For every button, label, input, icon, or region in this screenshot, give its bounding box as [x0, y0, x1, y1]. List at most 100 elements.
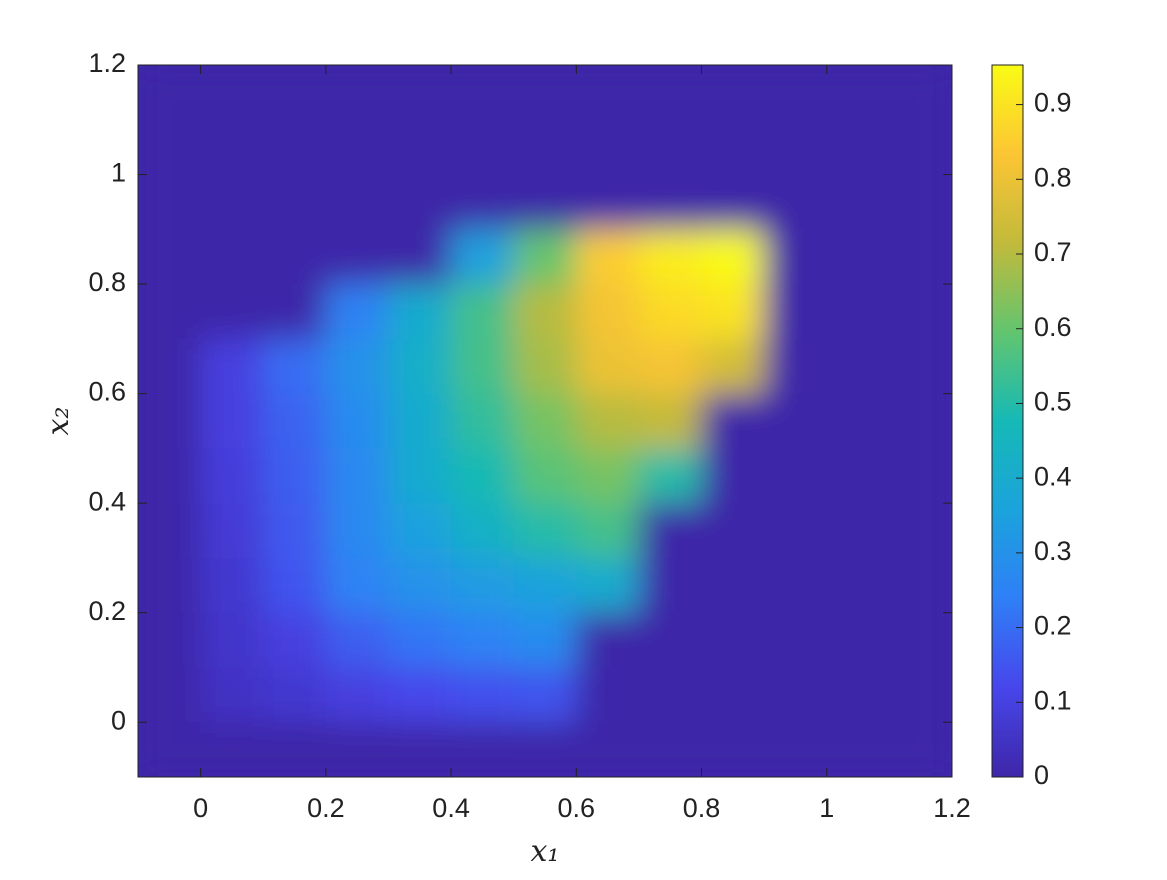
heatmap-cell: [889, 65, 952, 121]
heatmap-cell: [513, 612, 577, 668]
colorbar-tick-label: 0.9: [1034, 88, 1072, 118]
heatmap-cell: [764, 338, 828, 395]
colorbar-tick-label: 0.5: [1034, 387, 1072, 417]
heatmap-cell: [138, 119, 202, 176]
heatmap-cell: [325, 612, 389, 668]
heatmap-cell: [388, 722, 452, 777]
heatmap-cell: [638, 284, 703, 340]
heatmap-cell: [451, 174, 515, 230]
y-tick-label: 0.2: [88, 596, 126, 626]
heatmap-cell: [138, 284, 202, 340]
heatmap-cell: [325, 65, 389, 121]
heatmap-cell: [388, 229, 452, 285]
heatmap-cell: [764, 393, 828, 449]
heatmap-cell: [138, 65, 202, 121]
y-axis-label: x₂: [41, 407, 76, 436]
heatmap-cell: [451, 612, 515, 668]
heatmap-cell: [826, 65, 890, 121]
heatmap-cell: [826, 338, 890, 395]
heatmap-cell: [388, 448, 452, 504]
heatmap-cell: [138, 722, 202, 777]
heatmap-cell: [826, 284, 890, 340]
heatmap-cell: [826, 557, 890, 614]
heatmap-cell: [200, 722, 264, 777]
heatmap-cell: [138, 229, 202, 285]
heatmap-cell: [263, 119, 327, 176]
heatmap-cell: [263, 338, 327, 395]
heatmap-cell: [576, 338, 640, 395]
heatmap-cell: [701, 284, 765, 340]
heatmap-cell: [513, 119, 577, 176]
x-tick-label: 0.8: [683, 793, 721, 823]
heatmap-cell: [701, 448, 765, 504]
heatmap-cell: [263, 722, 327, 777]
heatmap-cell: [826, 393, 890, 449]
heatmap-cell: [764, 722, 828, 777]
heatmap-cell: [638, 65, 703, 121]
heatmap-cell: [138, 612, 202, 668]
heatmap-cell: [325, 338, 389, 395]
heatmap-cell: [638, 174, 703, 230]
heatmap-cell: [325, 448, 389, 504]
heatmap-cell: [513, 174, 577, 230]
colorbar-tick-label: 0.4: [1034, 461, 1072, 491]
heatmap-cell: [826, 503, 890, 559]
heatmap-cell: [200, 284, 264, 340]
heatmap-cell: [764, 667, 828, 723]
x-tick-label: 1.2: [933, 793, 971, 823]
heatmap-cell: [263, 284, 327, 340]
colorbar-tick-label: 0.8: [1034, 162, 1072, 192]
heatmap-cell: [701, 612, 765, 668]
heatmap-cell: [200, 229, 264, 285]
heatmap-cell: [325, 284, 389, 340]
heatmap-cell: [325, 503, 389, 559]
heatmap-cell: [388, 65, 452, 121]
y-tick-label: 0.8: [88, 267, 126, 297]
heatmap-cell: [764, 229, 828, 285]
colorbar-tick-label: 0.2: [1034, 611, 1072, 641]
heatmap-cell: [889, 393, 952, 449]
heatmap-cell: [826, 448, 890, 504]
heatmap-cell: [638, 557, 703, 614]
heatmap-cell: [889, 284, 952, 340]
heatmap-cell: [325, 119, 389, 176]
heatmap-cell: [701, 393, 765, 449]
heatmap-cell: [200, 174, 264, 230]
heatmap-cell: [638, 338, 703, 395]
heatmap-cell: [388, 284, 452, 340]
heatmap-cell: [701, 65, 765, 121]
heatmap-cells: [138, 65, 952, 777]
y-tick-label: 1.2: [88, 48, 126, 78]
x-tick-label: 0: [193, 793, 208, 823]
heatmap-cell: [451, 448, 515, 504]
heatmap-cell: [826, 174, 890, 230]
heatmap-cell: [701, 119, 765, 176]
heatmap-cell: [638, 722, 703, 777]
heatmap-cell: [263, 65, 327, 121]
heatmap-cell: [638, 448, 703, 504]
heatmap-cell: [388, 393, 452, 449]
heatmap-cell: [764, 119, 828, 176]
heatmap-cell: [451, 338, 515, 395]
heatmap-cell: [263, 174, 327, 230]
x-tick-label: 1: [819, 793, 834, 823]
heatmap-cell: [388, 174, 452, 230]
heatmap-cell: [576, 119, 640, 176]
heatmap-cell: [764, 65, 828, 121]
heatmap-cell: [138, 338, 202, 395]
heatmap-cell: [451, 722, 515, 777]
x-tick-label: 0.6: [558, 793, 596, 823]
heatmap-cell: [325, 229, 389, 285]
y-tick-label: 0: [111, 705, 126, 735]
heatmap-cell: [513, 229, 577, 285]
heatmap-cell: [263, 557, 327, 614]
x-tick-label: 0.4: [432, 793, 470, 823]
heatmap-cell: [701, 667, 765, 723]
heatmap-cell: [576, 393, 640, 449]
heatmap-cell: [451, 503, 515, 559]
colorbar-tick-label: 0.1: [1034, 685, 1072, 715]
heatmap-cell: [325, 174, 389, 230]
heatmap-cell: [263, 229, 327, 285]
heatmap-cell: [451, 557, 515, 614]
